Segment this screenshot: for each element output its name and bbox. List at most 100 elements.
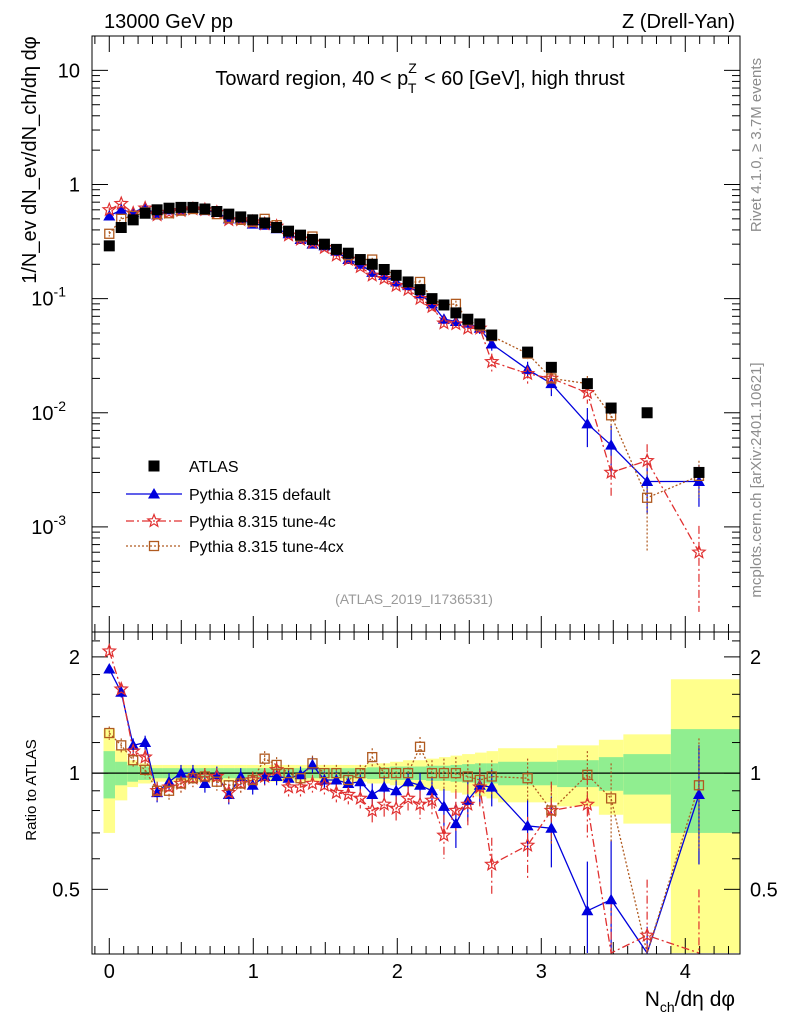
ratio-point-star bbox=[352, 790, 369, 806]
ratio-point-star bbox=[639, 927, 655, 942]
point-star bbox=[639, 452, 655, 468]
xlabel-pre: N bbox=[645, 988, 660, 1011]
point-square bbox=[187, 201, 199, 213]
ratio-point-open-square bbox=[343, 774, 354, 786]
ratio-point-star bbox=[519, 837, 536, 852]
ratio-point-open-square bbox=[414, 741, 426, 752]
ratio-point-triangle bbox=[366, 788, 379, 800]
legend-marker bbox=[146, 512, 162, 528]
point-star bbox=[579, 384, 596, 400]
y-tick-label: 10-1 bbox=[31, 284, 66, 311]
point-square bbox=[462, 313, 474, 325]
ratio-point-star bbox=[113, 680, 129, 696]
ratio-point-star bbox=[209, 768, 225, 784]
ratio-point-triangle bbox=[390, 784, 403, 796]
point-square bbox=[414, 284, 426, 296]
ratio-point-triangle bbox=[521, 819, 534, 831]
ratio-point-open-square bbox=[546, 805, 557, 816]
y-tick-label: 10-3 bbox=[31, 512, 66, 539]
x-tick-label: 3 bbox=[536, 961, 547, 983]
band-inner bbox=[103, 751, 116, 799]
x-tick-label: 1 bbox=[248, 961, 259, 983]
band-inner bbox=[670, 729, 740, 833]
ratio-point-open-square bbox=[486, 771, 497, 782]
ratio-y-tick-label: 1 bbox=[69, 763, 80, 785]
ratio-point-triangle bbox=[103, 663, 116, 674]
ratio-point-triangle bbox=[174, 767, 187, 778]
ratio-point-star bbox=[388, 800, 404, 816]
ratio-point-triangle bbox=[330, 773, 343, 785]
ratio-point-star bbox=[292, 778, 309, 794]
ratio-point-star bbox=[364, 802, 380, 818]
xlabel-post: /dη dφ bbox=[675, 988, 735, 1011]
x-axis-label: Nch/dη dφ bbox=[645, 988, 735, 1015]
point-star bbox=[691, 544, 707, 559]
point-star bbox=[603, 464, 619, 480]
point-star bbox=[448, 315, 464, 331]
y-tick-label: 1 bbox=[69, 174, 80, 196]
ratio-uncertainty-bands bbox=[92, 679, 740, 953]
point-triangle bbox=[581, 417, 594, 429]
main-ylabel: 1/N_ev dN_ev/dN_ch/dη dφ bbox=[19, 36, 41, 284]
point-square bbox=[450, 307, 462, 319]
point-square bbox=[581, 378, 593, 390]
ratio-point-open-square bbox=[331, 767, 342, 779]
ratio-point-open-square bbox=[259, 753, 270, 764]
point-square bbox=[295, 229, 307, 241]
legend: ATLAS Pythia 8.315 default Pythia 8.315 tu… bbox=[126, 459, 344, 556]
ratio-point-open-square bbox=[319, 767, 330, 779]
point-open-square bbox=[104, 228, 115, 239]
ratio-y-tick-label: 0.5 bbox=[52, 879, 80, 901]
ratio-point-star bbox=[400, 790, 416, 806]
ratio-point-open-square bbox=[295, 773, 306, 784]
ratio-point-open-square bbox=[163, 785, 175, 796]
ratio-point-open-square bbox=[355, 767, 366, 779]
point-triangle bbox=[449, 315, 462, 327]
ratio-point-star bbox=[424, 792, 440, 807]
legend-marker bbox=[148, 540, 160, 552]
ratio-point-open-square bbox=[175, 778, 187, 789]
ratio-point-open-square bbox=[223, 780, 234, 791]
ratio-point-open-square bbox=[693, 780, 705, 791]
legend-label: Pythia 8.315 tune-4cx bbox=[189, 539, 344, 556]
point-triangle bbox=[366, 266, 379, 277]
title-pre: Toward region, 40 < p bbox=[215, 68, 408, 90]
ratio-point-star bbox=[304, 775, 321, 791]
point-square bbox=[426, 293, 438, 305]
x-tick-label: 2 bbox=[392, 961, 403, 983]
main-axis-ticks: 10-3 10-2 10-1 1 10 bbox=[31, 36, 740, 632]
point-open-square bbox=[641, 492, 653, 503]
point-square bbox=[522, 346, 534, 358]
ratio-series-layer bbox=[101, 642, 705, 956]
point-square bbox=[235, 211, 247, 223]
point-square bbox=[151, 204, 163, 216]
ratio-point-star bbox=[376, 796, 392, 811]
ratio-point-open-square bbox=[271, 759, 282, 771]
point-square bbox=[378, 263, 390, 275]
ratio-point-open-square bbox=[104, 727, 115, 739]
ratio-point-star bbox=[280, 778, 297, 794]
point-square bbox=[306, 233, 318, 245]
point-star bbox=[376, 270, 392, 286]
point-triangle bbox=[605, 439, 618, 450]
ratio-point-star bbox=[125, 742, 141, 758]
band-inner bbox=[598, 757, 624, 791]
ratio-y-tick-label-right: 0.5 bbox=[750, 879, 778, 901]
point-square bbox=[139, 207, 151, 219]
ratio-y-tick-label: 2 bbox=[69, 647, 80, 669]
ratio-point-open-square bbox=[605, 793, 617, 804]
y-tick-label: 10 bbox=[58, 60, 80, 82]
point-square bbox=[127, 214, 139, 226]
ratio-point-triangle bbox=[449, 817, 462, 829]
ratio-point-triangle bbox=[198, 777, 211, 788]
point-square bbox=[271, 221, 283, 233]
main-series-layer bbox=[101, 195, 707, 612]
ratio-point-triangle bbox=[378, 781, 391, 792]
ratio-point-triangle bbox=[581, 904, 594, 916]
band-inner bbox=[623, 754, 671, 795]
ratio-point-open-square bbox=[474, 774, 485, 786]
point-star bbox=[364, 267, 380, 282]
ratio-point-triangle bbox=[545, 822, 558, 833]
ratio-point-star bbox=[483, 856, 500, 872]
header-left: 13000 GeV pp bbox=[104, 11, 233, 33]
